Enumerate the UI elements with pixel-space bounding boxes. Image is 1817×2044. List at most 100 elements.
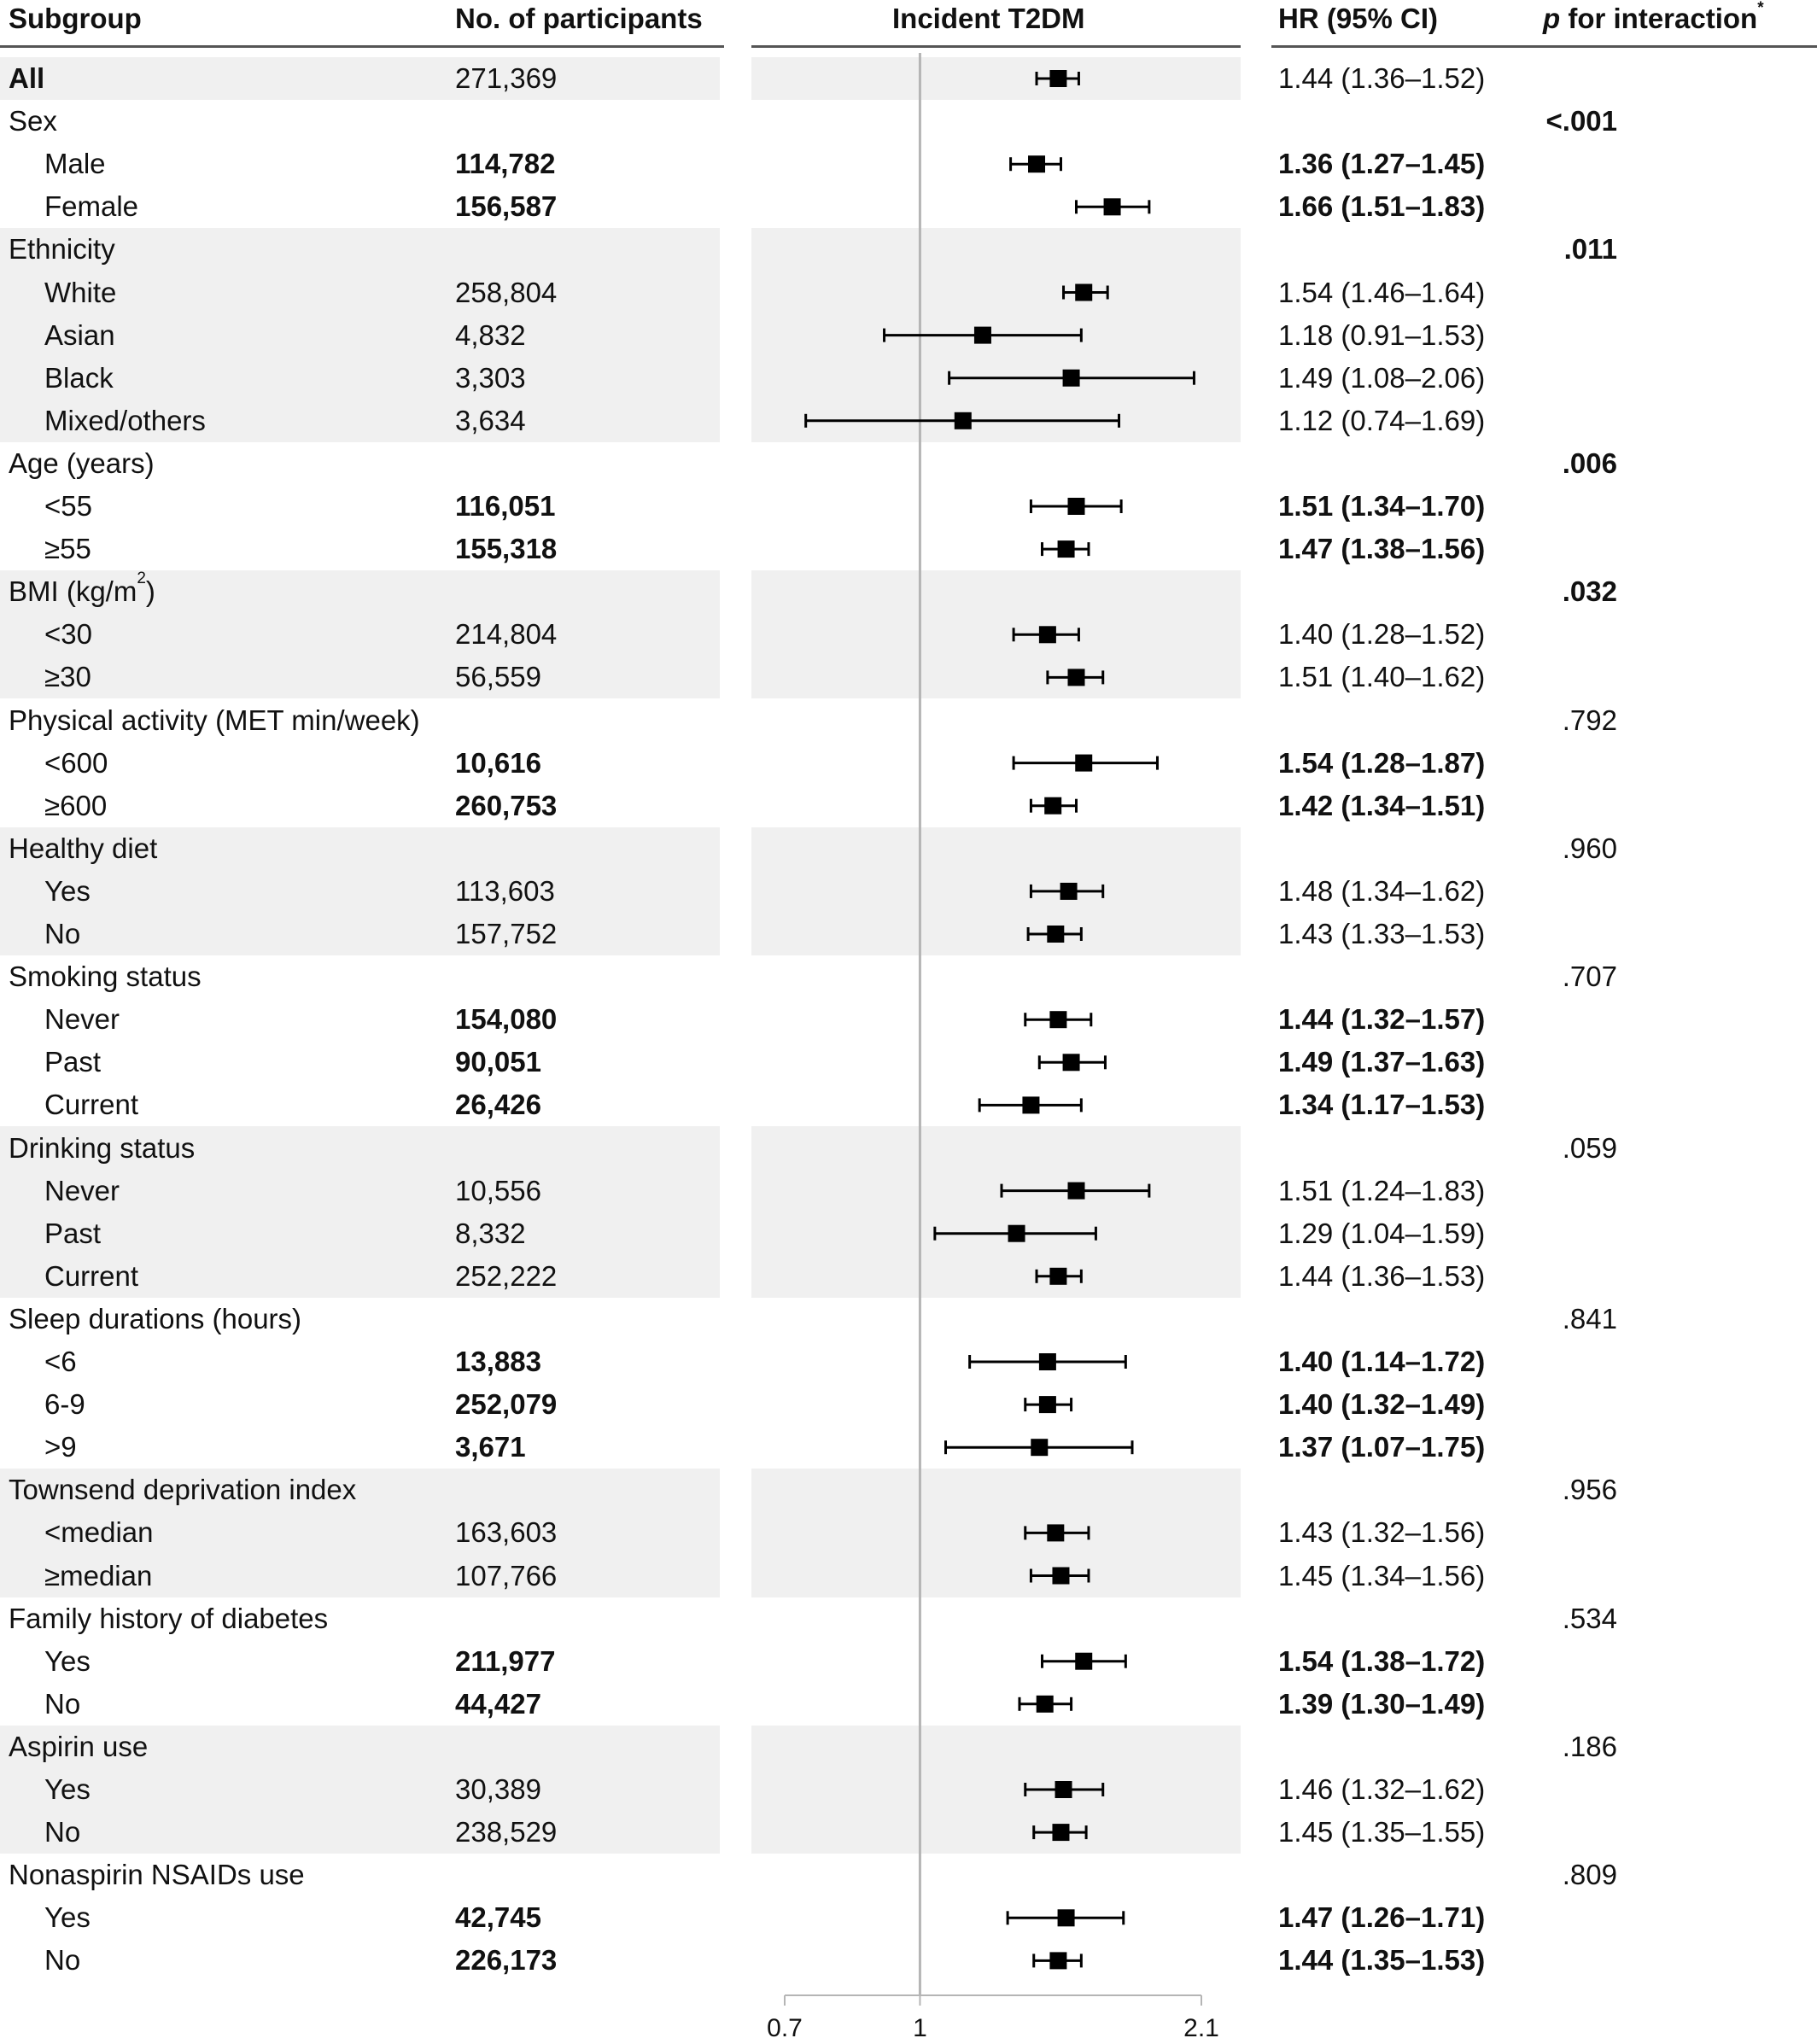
subgroup-header: Subgroup <box>9 3 142 34</box>
hr-ci-value: 1.44 (1.36–1.53) <box>1278 1259 1486 1292</box>
header-rule-left <box>0 45 724 48</box>
hr-ci-value: 1.51 (1.24–1.83) <box>1278 1174 1486 1206</box>
hr-ci-value: 1.47 (1.26–1.71) <box>1278 1901 1486 1934</box>
hr-point <box>1049 1267 1067 1285</box>
subgroup-label: <600 <box>44 746 108 779</box>
hr-ci-value: 1.48 (1.34–1.62) <box>1278 874 1486 907</box>
hr-point <box>1028 155 1046 173</box>
hr-point <box>1049 1011 1067 1029</box>
subgroup-label: Yes <box>44 874 91 907</box>
participant-count: 13,883 <box>455 1346 541 1377</box>
subgroup-label: Female <box>44 190 139 223</box>
hr-ci-value: 1.12 (0.74–1.69) <box>1278 404 1486 436</box>
subgroup-label: White <box>44 276 117 308</box>
hr-ci-value: 1.36 (1.27–1.45) <box>1278 148 1486 180</box>
participant-count: 226,173 <box>455 1944 558 1977</box>
hr-point <box>1055 1781 1072 1798</box>
hr-point <box>1075 283 1093 301</box>
hr-ci-value: 1.46 (1.32–1.62) <box>1278 1773 1486 1805</box>
row-shade-plot <box>751 570 1241 699</box>
hr-point <box>954 412 972 429</box>
p-interaction-value: .032 <box>1562 575 1617 608</box>
hr-ci-value: 1.45 (1.34–1.56) <box>1278 1559 1486 1591</box>
hr-point <box>1049 70 1067 87</box>
participant-count: 3,303 <box>455 361 526 394</box>
participant-count: 211,977 <box>455 1644 556 1677</box>
group-label: Physical activity (MET min/week) <box>9 704 420 736</box>
hr-point <box>1044 797 1062 815</box>
group-label: Aspirin use <box>9 1730 149 1762</box>
p-header-text: for interaction <box>1560 3 1758 34</box>
hr-point <box>1075 1652 1093 1670</box>
label-close: ) <box>145 575 155 608</box>
subgroup-label: Never <box>44 1174 120 1206</box>
participant-count: 56,559 <box>455 661 541 693</box>
participant-count: 10,616 <box>455 746 541 779</box>
subgroup-label: <30 <box>44 618 92 651</box>
participant-count: 116,051 <box>455 490 556 522</box>
participant-count: 252,079 <box>455 1388 558 1421</box>
row-shade-table <box>0 1725 720 1854</box>
row-shade-plot <box>751 1725 1241 1854</box>
participant-count: 8,332 <box>455 1217 526 1249</box>
hr-point <box>1022 1096 1040 1114</box>
hr-header: HR (95% CI) <box>1278 3 1439 34</box>
hr-ci-value: 1.49 (1.37–1.63) <box>1278 1046 1486 1078</box>
participant-count: 252,222 <box>455 1259 558 1292</box>
subgroup-label: Current <box>44 1259 139 1292</box>
hr-point <box>1049 1952 1067 1970</box>
hr-ci-value: 1.18 (0.91–1.53) <box>1278 318 1486 351</box>
hr-point <box>1062 1054 1080 1072</box>
subgroup-label: Asian <box>44 318 115 351</box>
p-interaction-header: p for interaction* <box>1543 0 1764 38</box>
participant-count: 156,587 <box>455 190 558 223</box>
subgroup-label: No <box>44 1944 81 1977</box>
subgroup-label: <55 <box>44 490 92 522</box>
row-shade-plot <box>751 826 1241 956</box>
participant-count: 3,671 <box>455 1431 526 1463</box>
p-interaction-value: .534 <box>1562 1602 1617 1634</box>
subgroup-label: Never <box>44 1003 120 1036</box>
hr-ci-value: 1.45 (1.35–1.55) <box>1278 1816 1486 1848</box>
participant-count: 258,804 <box>455 276 558 308</box>
hr-ci-value: 1.49 (1.08–2.06) <box>1278 361 1486 394</box>
hr-point <box>1047 926 1065 943</box>
label-superscript: 2 <box>137 569 146 588</box>
participant-count: 42,745 <box>455 1901 541 1934</box>
hr-point <box>1067 1182 1085 1200</box>
subgroup-label: Past <box>44 1217 102 1249</box>
header-rule-plot <box>751 45 1241 48</box>
row-shade-table <box>0 1469 720 1597</box>
hr-ci-value: 1.37 (1.07–1.75) <box>1278 1431 1486 1463</box>
group-label: Sleep durations (hours) <box>9 1302 302 1334</box>
x-tick-label: 0.7 <box>767 2014 803 2042</box>
group-label: BMI (kg/m2) <box>9 570 155 613</box>
group-label: Ethnicity <box>9 233 115 266</box>
subgroup-label: <6 <box>44 1346 77 1377</box>
p-interaction-value: .960 <box>1562 832 1617 864</box>
subgroup-label: <median <box>44 1516 154 1549</box>
subgroup-label: ≥55 <box>44 533 91 565</box>
subgroup-label: ≥30 <box>44 661 91 693</box>
participant-count: 107,766 <box>455 1559 558 1591</box>
hr-ci-value: 1.66 (1.51–1.83) <box>1278 190 1486 223</box>
hr-ci-value: 1.51 (1.34–1.70) <box>1278 490 1486 522</box>
hr-ci-value: 1.44 (1.32–1.57) <box>1278 1003 1486 1036</box>
participant-count: 157,752 <box>455 918 558 949</box>
subgroup-label: Past <box>44 1046 102 1078</box>
participant-count: 10,556 <box>455 1174 541 1206</box>
participant-count: 271,369 <box>455 62 558 94</box>
hr-ci-value: 1.43 (1.33–1.53) <box>1278 918 1486 949</box>
hr-ci-value: 1.44 (1.35–1.53) <box>1278 1944 1486 1977</box>
row-shade-table <box>0 56 720 101</box>
subgroup-label: Mixed/others <box>44 404 206 436</box>
group-label: Nonaspirin NSAIDs use <box>9 1859 305 1891</box>
row-shade-table <box>0 826 720 956</box>
hr-point <box>1103 198 1121 216</box>
participant-count: 163,603 <box>455 1516 558 1549</box>
participant-count: 114,782 <box>455 148 556 180</box>
hr-point <box>1052 1567 1070 1585</box>
p-interaction-value: .707 <box>1562 961 1617 993</box>
